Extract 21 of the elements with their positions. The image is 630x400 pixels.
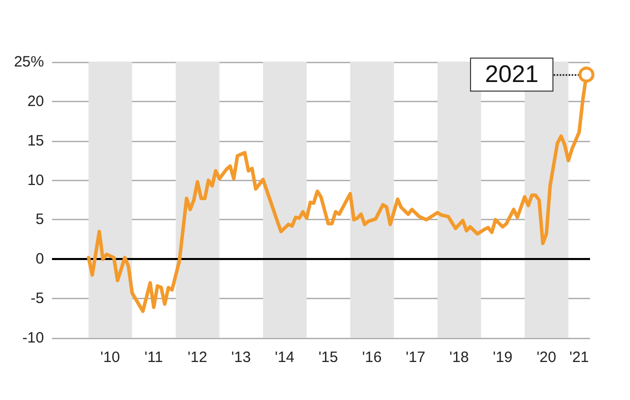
- y-tick-label: 20: [27, 92, 44, 110]
- x-tick-label: '16: [362, 349, 382, 366]
- x-tick-label: '10: [100, 349, 120, 366]
- x-tick-label: '12: [188, 349, 208, 366]
- y-tick-label: 25%: [14, 54, 44, 70]
- annotation: 2021: [485, 61, 538, 88]
- x-tick-label: '18: [449, 349, 469, 366]
- y-tick-label: 5: [36, 211, 44, 228]
- x-tick-label: '11: [144, 349, 163, 366]
- x-tick-label: '14: [274, 349, 294, 366]
- x-tick-label: '17: [406, 349, 426, 366]
- y-tick-label: 15: [27, 132, 44, 150]
- x-tick-label: '20: [536, 349, 556, 366]
- x-tick-label: '15: [318, 349, 338, 366]
- x-tick-label: '19: [492, 349, 512, 366]
- x-tick-label: '21: [569, 349, 589, 366]
- y-tick-label: -10: [22, 330, 44, 346]
- x-tick-label: '13: [231, 349, 251, 366]
- y-tick-label: 10: [27, 172, 44, 189]
- y-tick-label: 0: [36, 250, 44, 268]
- y-tick-label: -5: [30, 290, 44, 308]
